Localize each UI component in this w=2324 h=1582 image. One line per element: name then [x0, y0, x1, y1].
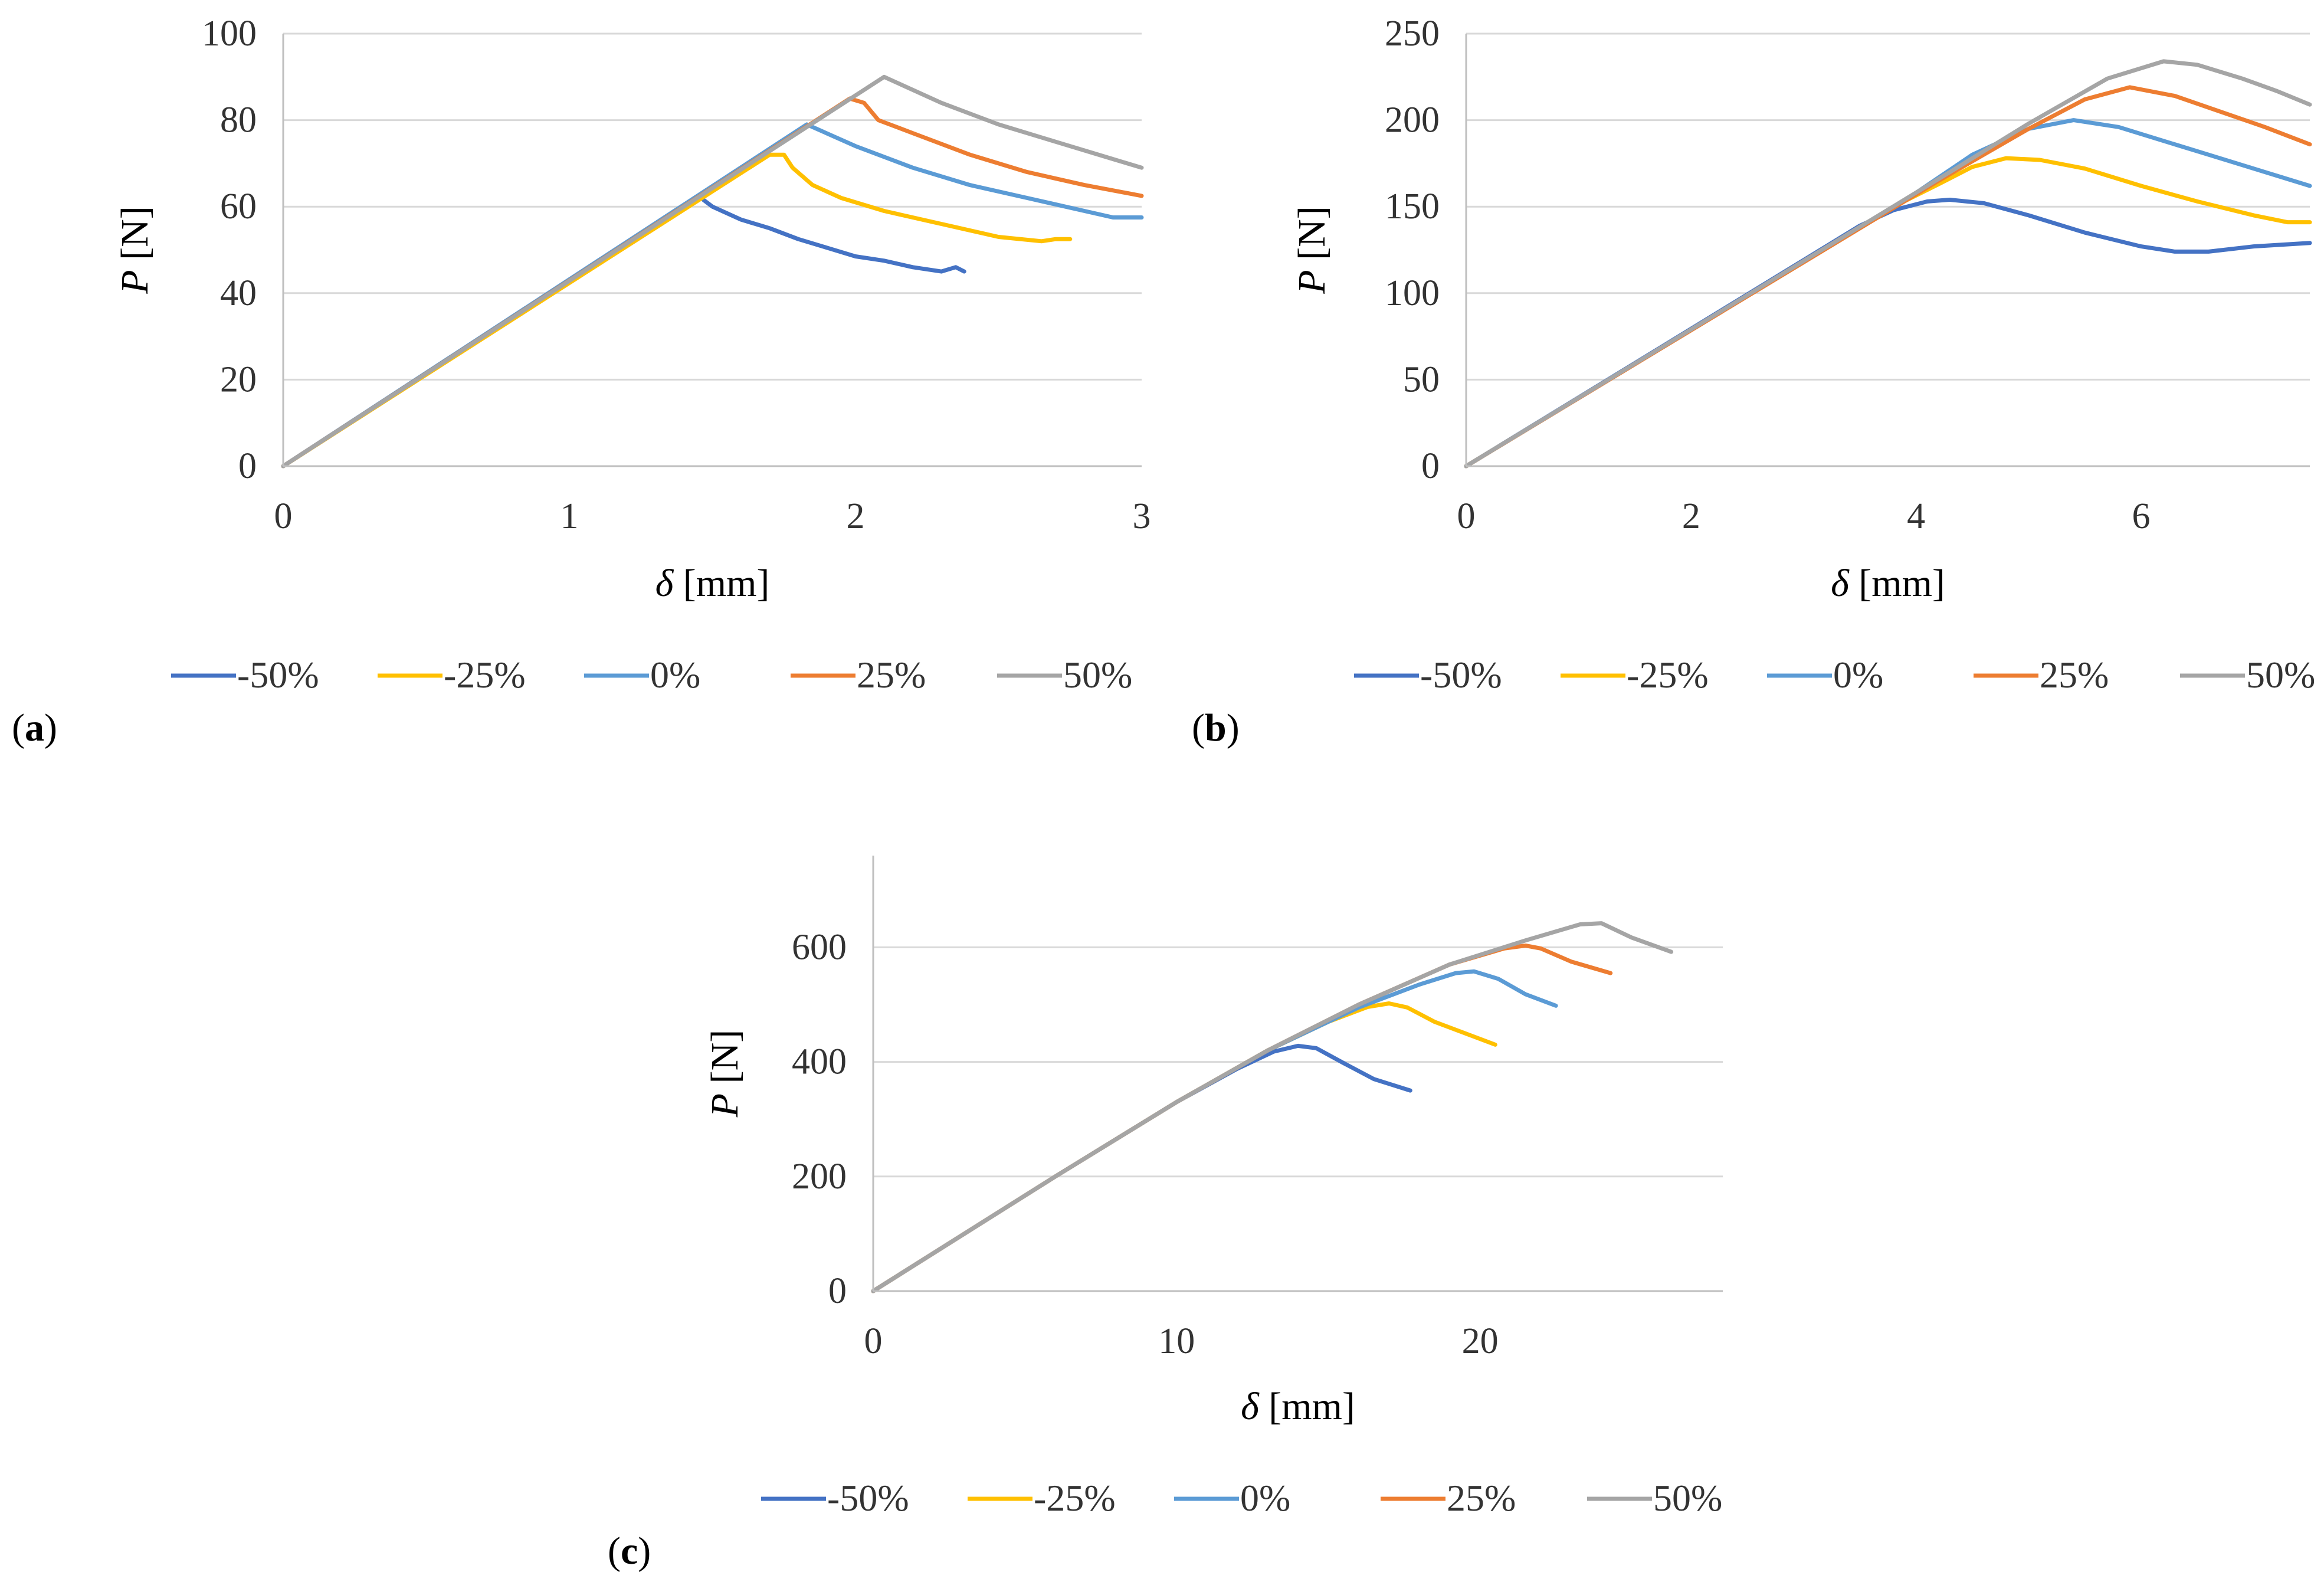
legend-label-a-2: 0%: [650, 654, 700, 696]
x-axis-label-c: δ [mm]: [1241, 1385, 1355, 1428]
series-line-c-2: [871, 969, 1558, 1293]
y-tick-label-b-4: 200: [1385, 100, 1440, 140]
y-tick-label-a-0: 0: [238, 446, 257, 486]
legend-a: -50% -25% 0% 25% 50%: [171, 654, 1132, 696]
legend-b: -50% -25% 0% 25% 50%: [1354, 654, 2315, 696]
legend-label-c-0: -50%: [827, 1477, 909, 1519]
y-tick-label-c-3: 600: [792, 927, 847, 967]
x-tick-label-a-3: 3: [1133, 496, 1151, 536]
series-line-c-0: [871, 1043, 1412, 1293]
legend-label-b-0: -50%: [1420, 654, 1502, 696]
series-line-c-1: [871, 1001, 1497, 1293]
x-axis-label-a: δ [mm]: [655, 562, 770, 605]
x-tick-label-a-1: 1: [560, 496, 579, 536]
y-axis-label-a: P [N]: [113, 206, 156, 294]
series-line-b-4: [1464, 59, 2312, 469]
series-line-b-0: [1464, 198, 2312, 469]
y-tick-label-c-1: 200: [792, 1157, 847, 1197]
series-line-c-4: [871, 921, 1674, 1293]
y-tick-label-b-1: 50: [1403, 359, 1440, 399]
legend-label-a-3: 25%: [857, 654, 926, 696]
legend-label-b-4: 50%: [2246, 654, 2315, 696]
axes-b: [1465, 34, 2310, 467]
series-a: [281, 74, 1144, 469]
y-tick-label-b-2: 100: [1385, 273, 1440, 313]
y-axis-label-c: P [N]: [703, 1030, 746, 1118]
legend-c: -50% -25% 0% 25% 50%: [761, 1477, 1722, 1519]
series-line-a-0: [281, 194, 966, 469]
series-b: [1464, 59, 2312, 469]
legend-label-a-1: -25%: [444, 654, 526, 696]
x-tick-label-a-0: 0: [274, 496, 293, 536]
y-tick-label-b-5: 250: [1385, 14, 1440, 54]
series-line-a-4: [281, 74, 1144, 469]
x-tick-label-b-0: 0: [1457, 496, 1476, 536]
y-tick-label-b-0: 0: [1421, 446, 1440, 486]
gridlines-c: [873, 946, 1723, 1178]
tick-labels-c: 0 200 400 600 0 10 20: [792, 927, 1499, 1361]
tick-labels-a: 0 20 40 60 80 100 0 1 2 3: [202, 14, 1151, 536]
y-tick-label-a-2: 40: [220, 273, 257, 313]
series-line-b-1: [1464, 156, 2312, 469]
legend-label-c-2: 0%: [1240, 1477, 1290, 1519]
panel-b: 0 50 100 150 200 250 0 2 4 6 δ [mm] P [N] -50% -25…: [1192, 14, 2315, 749]
x-tick-label-c-0: 0: [864, 1321, 883, 1361]
x-tick-label-c-2: 20: [1462, 1321, 1499, 1361]
panel-c: 0 200 400 600 0 10 20 δ [mm] P [N] -50% -25% 0% 2…: [608, 856, 1723, 1573]
y-tick-label-c-0: 0: [828, 1271, 847, 1311]
legend-label-b-1: -25%: [1627, 654, 1709, 696]
legend-label-c-4: 50%: [1653, 1477, 1722, 1519]
legend-label-b-3: 25%: [2040, 654, 2109, 696]
axes-a: [282, 34, 1142, 467]
legend-label-a-0: -50%: [237, 654, 319, 696]
legend-label-c-3: 25%: [1447, 1477, 1516, 1519]
series-line-a-3: [281, 96, 1144, 469]
panel-a: 0 20 40 60 80 100 0 1 2 3 δ [mm] P [N] -50% -25% 0%…: [12, 14, 1151, 749]
axes-c: [872, 856, 1723, 1292]
x-axis-label-b: δ [mm]: [1831, 562, 1945, 605]
gridlines-b: [1466, 32, 2310, 381]
panel-label-a: (a): [12, 706, 57, 749]
series-line-a-1: [281, 152, 1073, 469]
y-tick-label-a-4: 80: [220, 100, 257, 140]
x-tick-label-c-1: 10: [1158, 1321, 1195, 1361]
y-tick-label-a-1: 20: [220, 359, 257, 399]
y-axis-label-b: P [N]: [1290, 206, 1333, 294]
series-line-a-2: [281, 122, 1144, 469]
legend-label-b-2: 0%: [1833, 654, 1883, 696]
series-c: [871, 921, 1674, 1293]
y-tick-label-c-2: 400: [792, 1042, 847, 1082]
tick-labels-b: 0 50 100 150 200 250 0 2 4 6: [1385, 14, 2151, 536]
series-line-c-3: [871, 944, 1613, 1293]
series-line-b-3: [1464, 85, 2312, 469]
x-tick-label-b-2: 4: [1907, 496, 1925, 536]
y-tick-label-a-5: 100: [202, 14, 257, 54]
x-tick-label-a-2: 2: [847, 496, 865, 536]
legend-label-c-1: -25%: [1034, 1477, 1116, 1519]
panel-label-c: (c): [608, 1529, 651, 1573]
y-tick-label-b-3: 150: [1385, 186, 1440, 227]
x-tick-label-b-3: 6: [2132, 496, 2151, 536]
panel-label-b: (b): [1192, 706, 1240, 749]
x-tick-label-b-1: 2: [1682, 496, 1700, 536]
y-tick-label-a-3: 60: [220, 186, 257, 227]
legend-label-a-4: 50%: [1063, 654, 1132, 696]
